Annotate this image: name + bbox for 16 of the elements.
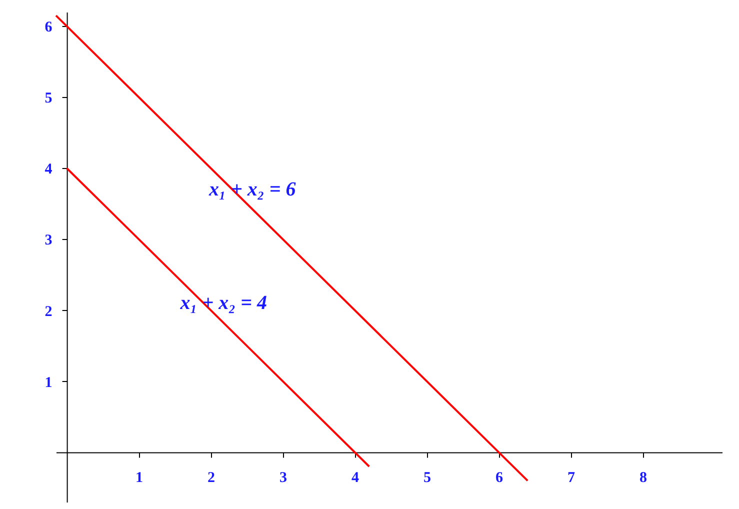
annotation: x₁ + x₂ = 4 bbox=[179, 292, 267, 314]
x-tick-label: 6 bbox=[496, 470, 504, 486]
x-tick-label: 1 bbox=[136, 470, 144, 486]
y-tick-label: 2 bbox=[44, 304, 52, 320]
y-tick-label: 6 bbox=[44, 20, 53, 36]
y-tick-label: 5 bbox=[44, 90, 52, 107]
annotation: x₁ + x₂ = 6 bbox=[208, 178, 296, 201]
x-tick-label: 3 bbox=[280, 470, 288, 486]
x-tick-label: 5 bbox=[424, 470, 432, 486]
y-tick-label: 1 bbox=[44, 374, 52, 391]
y-tick-label: 3 bbox=[44, 232, 52, 249]
x-tick-label: 4 bbox=[352, 470, 360, 486]
x-tick-label: 7 bbox=[568, 470, 576, 486]
x-tick-label: 2 bbox=[208, 470, 216, 486]
x-tick-label: 8 bbox=[640, 470, 648, 486]
y-tick-label: 4 bbox=[44, 162, 53, 178]
